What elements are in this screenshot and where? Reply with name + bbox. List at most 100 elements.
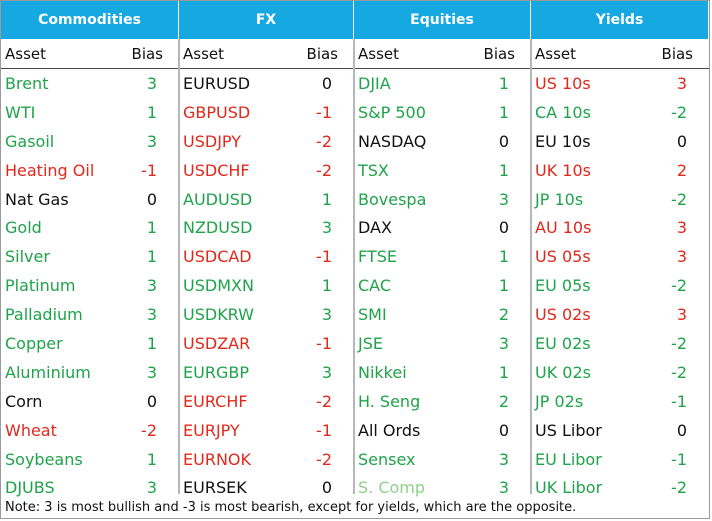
asset-name: Gold bbox=[5, 218, 42, 238]
asset-name: S. Comp bbox=[358, 478, 426, 498]
table-row: DJUBS 3 bbox=[1, 473, 179, 502]
bias-value: 2 bbox=[498, 391, 509, 411]
table-row: EURGBP 3 bbox=[179, 358, 354, 387]
asset-header: Asset bbox=[183, 44, 225, 63]
asset-name: USDZAR bbox=[183, 333, 251, 353]
bias-value: 1 bbox=[498, 276, 509, 296]
asset-name: USDCHF bbox=[183, 160, 250, 180]
bias-value: 3 bbox=[498, 189, 509, 209]
bias-value: -1 bbox=[316, 102, 332, 122]
asset-name: EU 10s bbox=[535, 131, 591, 151]
bias-value: 0 bbox=[146, 189, 157, 209]
bias-value: -2 bbox=[141, 420, 157, 440]
table-row: UK 02s -2 bbox=[531, 358, 709, 387]
asset-name: GBPUSD bbox=[183, 102, 251, 122]
table-row: UK 10s 2 bbox=[531, 156, 709, 185]
asset-name: Copper bbox=[5, 333, 63, 353]
asset-name: Sensex bbox=[358, 449, 416, 469]
bias-value: 0 bbox=[676, 420, 687, 440]
asset-name: UK Libor bbox=[535, 478, 603, 498]
asset-name: S&P 500 bbox=[358, 102, 426, 122]
column-subheader: Asset Bias bbox=[531, 39, 709, 69]
bias-value: -1 bbox=[316, 247, 332, 267]
bias-header: Bias bbox=[306, 44, 338, 63]
bias-value: 0 bbox=[146, 391, 157, 411]
column-divider bbox=[178, 39, 180, 494]
table-row: S&P 500 1 bbox=[354, 98, 531, 127]
asset-name: DJUBS bbox=[5, 478, 55, 498]
asset-name: Bovespa bbox=[358, 189, 427, 209]
asset-name: USDJPY bbox=[183, 131, 241, 151]
bias-header: Bias bbox=[131, 44, 163, 63]
asset-name: EU 02s bbox=[535, 333, 591, 353]
bias-value: 2 bbox=[676, 160, 687, 180]
bias-value: -2 bbox=[671, 276, 687, 296]
table-row: GBPUSD -1 bbox=[179, 98, 354, 127]
table-row: Bovespa 3 bbox=[354, 185, 531, 214]
table-row: DJIA 1 bbox=[354, 69, 531, 98]
table-row: Gasoil 3 bbox=[1, 127, 179, 156]
column-title: Commodities bbox=[1, 1, 179, 39]
table-row: USDJPY -2 bbox=[179, 127, 354, 156]
bias-value: 1 bbox=[146, 102, 157, 122]
bias-value: 0 bbox=[676, 131, 687, 151]
table-row: USDKRW 3 bbox=[179, 300, 354, 329]
asset-name: Brent bbox=[5, 73, 49, 93]
column-subheader: Asset Bias bbox=[179, 39, 354, 69]
bias-value: 1 bbox=[321, 276, 332, 296]
asset-name: FTSE bbox=[358, 247, 397, 267]
asset-name: CA 10s bbox=[535, 102, 591, 122]
column-yields: Yields Asset Bias US 10s 3 CA 10s -2 EU 10s 0 UK … bbox=[531, 1, 709, 502]
column-title: FX bbox=[179, 1, 354, 39]
bias-value: 3 bbox=[321, 305, 332, 325]
table-row: DAX 0 bbox=[354, 213, 531, 242]
table-row: EU 05s -2 bbox=[531, 271, 709, 300]
bias-value: 3 bbox=[146, 478, 157, 498]
table-row: Nikkei 1 bbox=[354, 358, 531, 387]
table-row: FTSE 1 bbox=[354, 242, 531, 271]
table-row: CAC 1 bbox=[354, 271, 531, 300]
asset-name: Heating Oil bbox=[5, 160, 95, 180]
asset-name: US 02s bbox=[535, 305, 591, 325]
asset-name: H. Seng bbox=[358, 391, 421, 411]
table-row: US 10s 3 bbox=[531, 69, 709, 98]
bias-value: 3 bbox=[321, 218, 332, 238]
table-row: Palladium 3 bbox=[1, 300, 179, 329]
bias-value: 1 bbox=[498, 160, 509, 180]
table-row: EURUSD 0 bbox=[179, 69, 354, 98]
bias-value: -2 bbox=[316, 160, 332, 180]
column-divider bbox=[530, 39, 532, 494]
bias-value: 0 bbox=[321, 73, 332, 93]
column-subheader: Asset Bias bbox=[1, 39, 179, 69]
bias-value: -2 bbox=[671, 102, 687, 122]
asset-name: Aluminium bbox=[5, 362, 91, 382]
table-row: Wheat -2 bbox=[1, 416, 179, 445]
asset-name: Silver bbox=[5, 247, 50, 267]
bias-value: 3 bbox=[146, 362, 157, 382]
table-row: EU 10s 0 bbox=[531, 127, 709, 156]
bias-value: 3 bbox=[676, 218, 687, 238]
asset-name: Wheat bbox=[5, 420, 57, 440]
table-row: Soybeans 1 bbox=[1, 445, 179, 474]
table-row: US 05s 3 bbox=[531, 242, 709, 271]
bias-value: 1 bbox=[146, 247, 157, 267]
asset-name: Corn bbox=[5, 391, 43, 411]
table-row: S. Comp 3 bbox=[354, 473, 531, 502]
asset-name: JP 02s bbox=[535, 391, 584, 411]
asset-name: JP 10s bbox=[535, 189, 584, 209]
asset-name: UK 02s bbox=[535, 362, 591, 382]
bias-value: 0 bbox=[498, 218, 509, 238]
asset-header: Asset bbox=[358, 44, 400, 63]
column-title: Yields bbox=[531, 1, 709, 39]
asset-name: DJIA bbox=[358, 73, 391, 93]
bias-value: 3 bbox=[498, 449, 509, 469]
table-row: EU Libor -1 bbox=[531, 445, 709, 474]
table-row: NZDUSD 3 bbox=[179, 213, 354, 242]
table-row: All Ords 0 bbox=[354, 416, 531, 445]
bias-value: -1 bbox=[141, 160, 157, 180]
bias-value: -2 bbox=[671, 333, 687, 353]
bias-value: 3 bbox=[146, 131, 157, 151]
bias-value: 1 bbox=[146, 449, 157, 469]
bias-value: -2 bbox=[316, 131, 332, 151]
